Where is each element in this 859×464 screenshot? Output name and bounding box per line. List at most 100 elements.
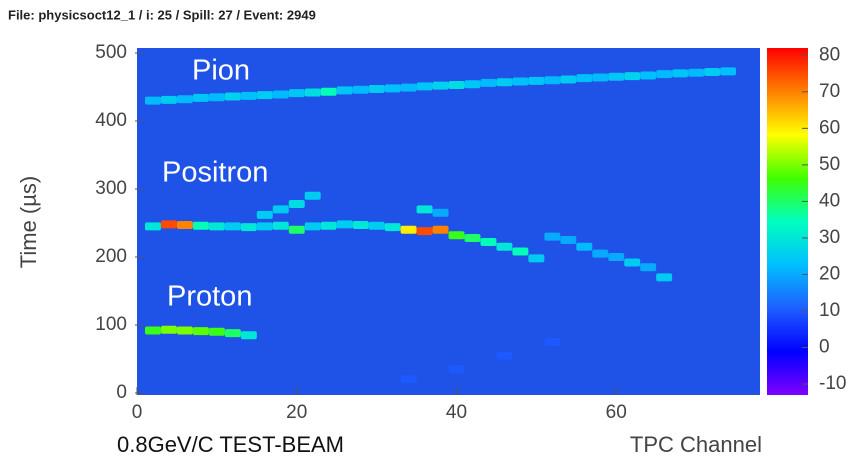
y-tick-label: 200 (95, 246, 127, 267)
cell (448, 231, 465, 240)
cell (240, 91, 257, 100)
cell (192, 221, 209, 230)
cell (336, 220, 353, 229)
annotation: Proton (167, 281, 252, 313)
cell (432, 81, 449, 90)
cell (576, 74, 593, 83)
cell (160, 325, 177, 334)
cell (272, 90, 289, 99)
cell (208, 93, 225, 102)
footer: 0.8GeV/C TEST-BEAM (117, 432, 344, 457)
colorbar-tick-label: 0 (819, 337, 830, 358)
cell (448, 80, 465, 89)
cell (416, 82, 433, 91)
cell (656, 70, 673, 79)
x-tick-label: 40 (446, 402, 467, 423)
cell (160, 95, 177, 104)
cell (304, 88, 321, 97)
cell (224, 329, 241, 338)
cell (608, 253, 625, 261)
cell (688, 68, 705, 77)
cell (704, 68, 721, 77)
annotation: Positron (162, 157, 268, 189)
colorbar-tick-label: 80 (819, 44, 840, 65)
cell (656, 273, 673, 282)
cell (272, 221, 289, 230)
cell (272, 205, 289, 214)
cell (224, 222, 241, 231)
cell (480, 238, 497, 247)
y-tick-label: 500 (95, 42, 127, 63)
cell (416, 205, 433, 214)
colorbar-tick-label: 30 (819, 227, 840, 248)
cell (608, 72, 625, 81)
x-tick-label: 60 (606, 402, 627, 423)
cell (240, 223, 257, 232)
y-tick-label: 0 (116, 382, 127, 403)
cell (288, 199, 305, 208)
cell (384, 84, 401, 93)
y-tick-label: 300 (95, 178, 127, 199)
cell (448, 365, 465, 374)
cell (496, 351, 513, 360)
cell (192, 93, 209, 102)
cell (528, 76, 545, 85)
cell (464, 233, 481, 242)
colorbar-tick-label: 70 (819, 81, 840, 102)
cell (304, 222, 321, 231)
cell (240, 331, 257, 340)
x-tick-label: 20 (286, 402, 307, 423)
colorbar-tick-label: 20 (819, 263, 840, 284)
cell (416, 227, 433, 236)
x-axis-label: TPC Channel (630, 432, 762, 457)
cell (336, 86, 353, 95)
cell (256, 222, 273, 231)
colorbar-tick-label: 40 (819, 190, 840, 211)
y-axis-label: Time (µs) (16, 176, 41, 269)
cell (624, 72, 641, 81)
cell (320, 87, 337, 96)
cell (544, 338, 561, 346)
cell (592, 73, 609, 82)
cell (352, 85, 369, 94)
cell (256, 91, 273, 100)
cell (592, 249, 609, 258)
cell (144, 222, 161, 231)
cell (144, 96, 161, 105)
cell (208, 222, 225, 231)
cell (288, 225, 305, 234)
cell (544, 232, 561, 241)
cell (400, 225, 417, 234)
cell (480, 78, 497, 87)
cell (496, 242, 513, 251)
cell (160, 220, 177, 229)
cell (432, 208, 449, 217)
cell (640, 71, 657, 80)
cell (576, 242, 593, 251)
header: File: physicsoct12_1 / i: 25 / Spill: 27… (8, 7, 316, 22)
cell (368, 85, 385, 94)
cell (224, 92, 241, 101)
cell (512, 247, 529, 256)
colorbar-tick-label: 10 (819, 300, 840, 321)
cell (176, 221, 193, 230)
cell (256, 210, 273, 219)
cell (304, 191, 321, 200)
cell (512, 77, 529, 86)
cell (400, 83, 417, 92)
cell (192, 327, 209, 336)
colorbar (767, 48, 808, 395)
colorbar-tick-label: 50 (819, 154, 840, 175)
cell (320, 221, 337, 230)
cell (464, 80, 481, 89)
cell (624, 258, 641, 267)
cell (528, 254, 545, 263)
cell (144, 326, 161, 335)
cell (352, 221, 369, 230)
cell (208, 327, 225, 336)
cell (720, 67, 737, 76)
cell (384, 223, 401, 232)
cell (176, 95, 193, 104)
cell (544, 76, 561, 85)
